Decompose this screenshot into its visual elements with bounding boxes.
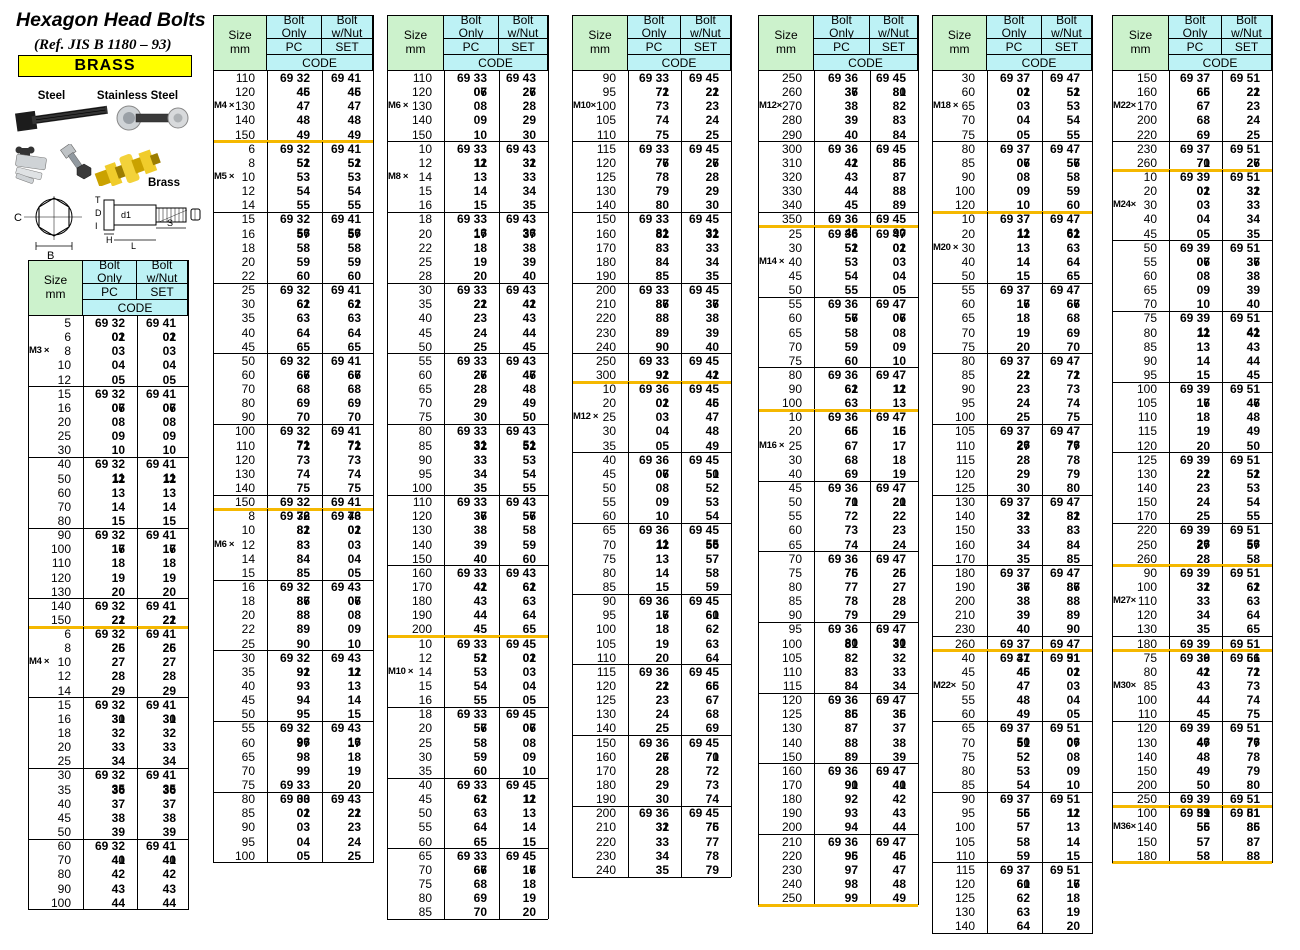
svg-text:I: I — [95, 221, 98, 231]
svg-text:T: T — [95, 196, 101, 205]
svg-text:S: S — [167, 218, 173, 228]
svg-text:C: C — [14, 212, 22, 224]
svg-text:d1: d1 — [121, 210, 131, 220]
svg-text:L: L — [131, 241, 136, 251]
svg-text:H: H — [106, 235, 113, 245]
svg-text:D: D — [95, 208, 102, 218]
